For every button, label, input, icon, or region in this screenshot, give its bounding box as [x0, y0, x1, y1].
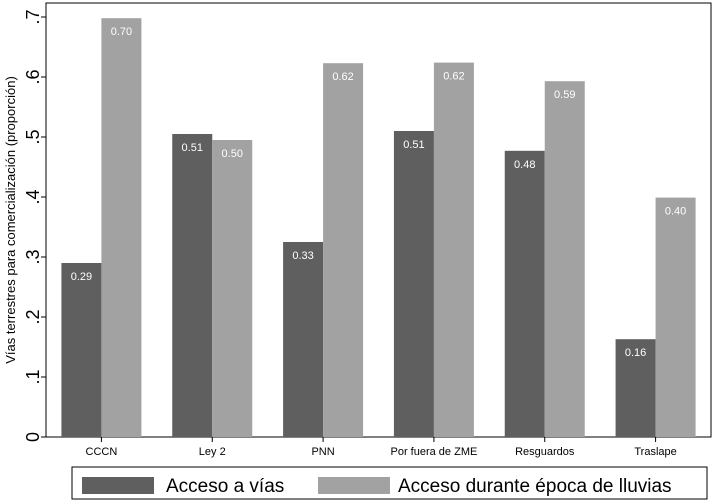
data-labels-group: 0.29 0.70 0.51 0.50 0.33 0.62 0.51 0.62 0.48 0.59… — [71, 26, 687, 359]
legend-swatch-acceso-vias — [82, 477, 154, 494]
y-tick-label: .6 — [23, 69, 43, 84]
bar-acceso-vias — [172, 134, 213, 437]
bar-value-label: 0.48 — [514, 159, 535, 171]
bar-acceso-lluvias — [212, 140, 253, 437]
y-tick-label: .5 — [23, 129, 43, 144]
x-tick-label: Traslape — [634, 446, 676, 458]
bar-acceso-lluvias — [101, 18, 142, 437]
x-tick-label: CCCN — [86, 446, 118, 458]
y-axis: 0 .1 .2 .3 .4 .5 .6 .7 — [23, 9, 46, 442]
bar-value-label: 0.62 — [443, 71, 464, 83]
bar-acceso-lluvias — [433, 62, 474, 437]
legend-label-acceso-vias: Acceso a vías — [166, 476, 284, 497]
y-tick-label: 0 — [23, 432, 43, 442]
bar-value-label: 0.29 — [71, 271, 92, 283]
x-tick-label: Resguardos — [515, 446, 575, 458]
bar-acceso-vias — [283, 242, 324, 437]
y-tick-label: .1 — [23, 369, 43, 384]
bar-acceso-vias — [615, 339, 656, 437]
bar-acceso-vias — [61, 263, 102, 437]
bar-value-label: 0.62 — [332, 71, 353, 83]
bar-acceso-lluvias — [323, 63, 364, 437]
x-tick-label: Ley 2 — [199, 446, 226, 458]
bar-value-label: 0.16 — [625, 347, 646, 359]
bar-value-label: 0.50 — [222, 148, 243, 160]
bar-value-label: 0.70 — [111, 26, 132, 38]
bar-value-label: 0.33 — [292, 250, 313, 262]
bar-value-label: 0.59 — [554, 89, 575, 101]
bar-acceso-lluvias — [544, 81, 585, 437]
y-tick-label: .4 — [23, 189, 43, 204]
bar-acceso-vias — [504, 150, 545, 438]
y-tick-label: .3 — [23, 249, 43, 264]
x-axis-labels: CCCN Ley 2 PNN Por fuera de ZME Resguardos Tr… — [86, 437, 677, 458]
x-tick-label: Por fuera de ZME — [391, 446, 478, 458]
bar-value-label: 0.40 — [665, 206, 686, 218]
legend-label-acceso-lluvias: Acceso durante época de lluvias — [398, 476, 672, 497]
bar-value-label: 0.51 — [182, 142, 203, 154]
bar-value-label: 0.51 — [403, 139, 424, 151]
bars-group — [61, 18, 696, 438]
legend-swatch-acceso-lluvias — [318, 477, 390, 494]
bar-acceso-vias — [393, 131, 434, 437]
y-axis-title: Vías terrestres para comercialización (p… — [3, 76, 18, 364]
plot-area — [45, 2, 712, 438]
y-tick-label: .7 — [23, 9, 43, 24]
y-tick-label: .2 — [23, 309, 43, 324]
legend: Acceso a vías Acceso durante época de ll… — [71, 466, 708, 500]
x-tick-label: PNN — [311, 446, 334, 458]
bar-acceso-lluvias — [655, 197, 696, 437]
